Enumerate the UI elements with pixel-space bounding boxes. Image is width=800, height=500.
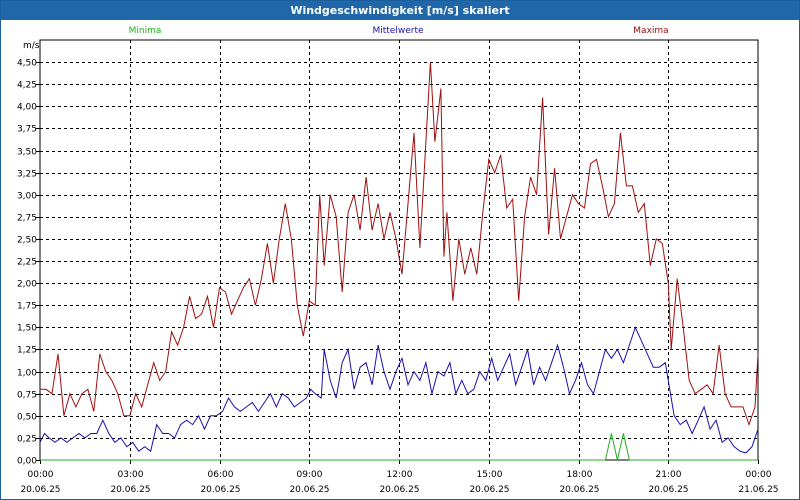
x-tick-time: 03:00 xyxy=(118,470,144,480)
x-tick-date: 20.06.25 xyxy=(20,485,60,495)
x-tick-date: 20.06.25 xyxy=(469,485,509,495)
series-line-minima xyxy=(40,433,758,461)
grid-lines xyxy=(40,40,758,460)
series-lines xyxy=(39,62,759,461)
x-tick-date: 20.06.25 xyxy=(110,485,150,495)
x-tick-time: 18:00 xyxy=(567,470,593,480)
y-tick-label: 4,25 xyxy=(17,81,37,91)
legend-maxima: Maxima xyxy=(633,26,668,36)
x-tick-date: 21.06.25 xyxy=(738,485,778,495)
y-tick-label: 4,00 xyxy=(17,103,37,113)
x-tick-time: 06:00 xyxy=(208,470,234,480)
y-tick-label: 3,25 xyxy=(17,170,37,180)
y-tick-label: 0,50 xyxy=(17,413,37,423)
series-line-mittelwerte xyxy=(39,326,759,454)
x-tick-time: 00:00 xyxy=(28,470,54,480)
legend: Minima Mittelwerte Maxima xyxy=(129,26,669,36)
y-tick-label: 1,50 xyxy=(17,324,37,334)
x-tick-date: 20.06.25 xyxy=(379,485,419,495)
x-tick-time: 00:00 xyxy=(746,470,772,480)
y-tick-label: 0,00 xyxy=(17,457,37,467)
series-line-maxima xyxy=(40,62,759,427)
legend-minima: Minima xyxy=(129,26,162,36)
y-tick-label: 2,75 xyxy=(17,214,37,224)
y-tick-label: 3,75 xyxy=(17,125,37,135)
y-tick-label: 1,25 xyxy=(17,346,37,356)
y-tick-label: 3,00 xyxy=(17,192,37,202)
y-axis-label: m/s xyxy=(23,41,40,51)
y-axis-ticks: 0,00 0,25 0,50 0,75 1,00 1,25 1,50 1,75 2,00 2,25… xyxy=(17,59,40,467)
x-tick-date: 20.06.25 xyxy=(648,485,688,495)
y-tick-label: 2,00 xyxy=(17,280,37,290)
x-tick-time: 09:00 xyxy=(297,470,323,480)
y-tick-label: 0,75 xyxy=(17,391,37,401)
y-tick-label: 4,50 xyxy=(17,59,37,69)
y-tick-label: 2,50 xyxy=(17,236,37,246)
y-tick-label: 3,50 xyxy=(17,148,37,158)
y-tick-label: 1,00 xyxy=(17,369,37,379)
x-tick-date: 20.06.25 xyxy=(289,485,329,495)
x-tick-date: 20.06.25 xyxy=(200,485,240,495)
y-tick-label: 1,75 xyxy=(17,302,37,312)
window-title: Windgeschwindigkeit [m/s] skaliert xyxy=(1,1,799,20)
x-tick-time: 15:00 xyxy=(477,470,503,480)
legend-mittelwerte: Mittelwerte xyxy=(372,26,423,36)
x-tick-time: 21:00 xyxy=(656,470,682,480)
y-tick-label: 0,25 xyxy=(17,435,37,445)
x-tick-date: 20.06.25 xyxy=(559,485,599,495)
x-tick-time: 12:00 xyxy=(387,470,413,480)
x-axis-ticks: 00:00 20.06.25 03:00 20.06.25 06:00 20.06.25 0… xyxy=(20,460,779,495)
y-tick-label: 2,25 xyxy=(17,258,37,268)
